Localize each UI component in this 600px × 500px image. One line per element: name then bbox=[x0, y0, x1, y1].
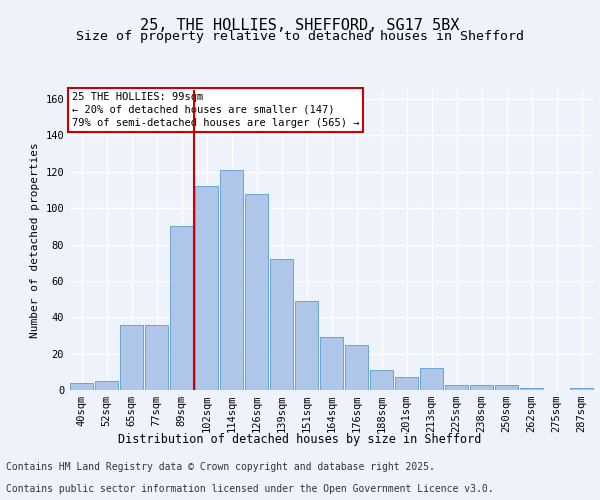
Bar bbox=[295, 301, 318, 390]
Bar bbox=[370, 370, 393, 390]
Bar bbox=[170, 226, 193, 390]
Bar bbox=[70, 382, 93, 390]
Text: 25 THE HOLLIES: 99sqm
← 20% of detached houses are smaller (147)
79% of semi-det: 25 THE HOLLIES: 99sqm ← 20% of detached … bbox=[71, 92, 359, 128]
Bar bbox=[520, 388, 543, 390]
Bar bbox=[570, 388, 593, 390]
Bar bbox=[345, 344, 368, 390]
Bar bbox=[195, 186, 218, 390]
Text: Distribution of detached houses by size in Shefford: Distribution of detached houses by size … bbox=[118, 432, 482, 446]
Text: 25, THE HOLLIES, SHEFFORD, SG17 5BX: 25, THE HOLLIES, SHEFFORD, SG17 5BX bbox=[140, 18, 460, 32]
Bar bbox=[95, 381, 118, 390]
Bar bbox=[270, 259, 293, 390]
Text: Contains HM Land Registry data © Crown copyright and database right 2025.: Contains HM Land Registry data © Crown c… bbox=[6, 462, 435, 472]
Bar bbox=[145, 324, 168, 390]
Text: Contains public sector information licensed under the Open Government Licence v3: Contains public sector information licen… bbox=[6, 484, 494, 494]
Bar bbox=[445, 384, 468, 390]
Bar bbox=[395, 378, 418, 390]
Y-axis label: Number of detached properties: Number of detached properties bbox=[30, 142, 40, 338]
Bar bbox=[420, 368, 443, 390]
Bar bbox=[220, 170, 243, 390]
Bar bbox=[120, 324, 143, 390]
Bar bbox=[470, 384, 493, 390]
Bar bbox=[495, 384, 518, 390]
Text: Size of property relative to detached houses in Shefford: Size of property relative to detached ho… bbox=[76, 30, 524, 43]
Bar bbox=[320, 338, 343, 390]
Bar bbox=[245, 194, 268, 390]
